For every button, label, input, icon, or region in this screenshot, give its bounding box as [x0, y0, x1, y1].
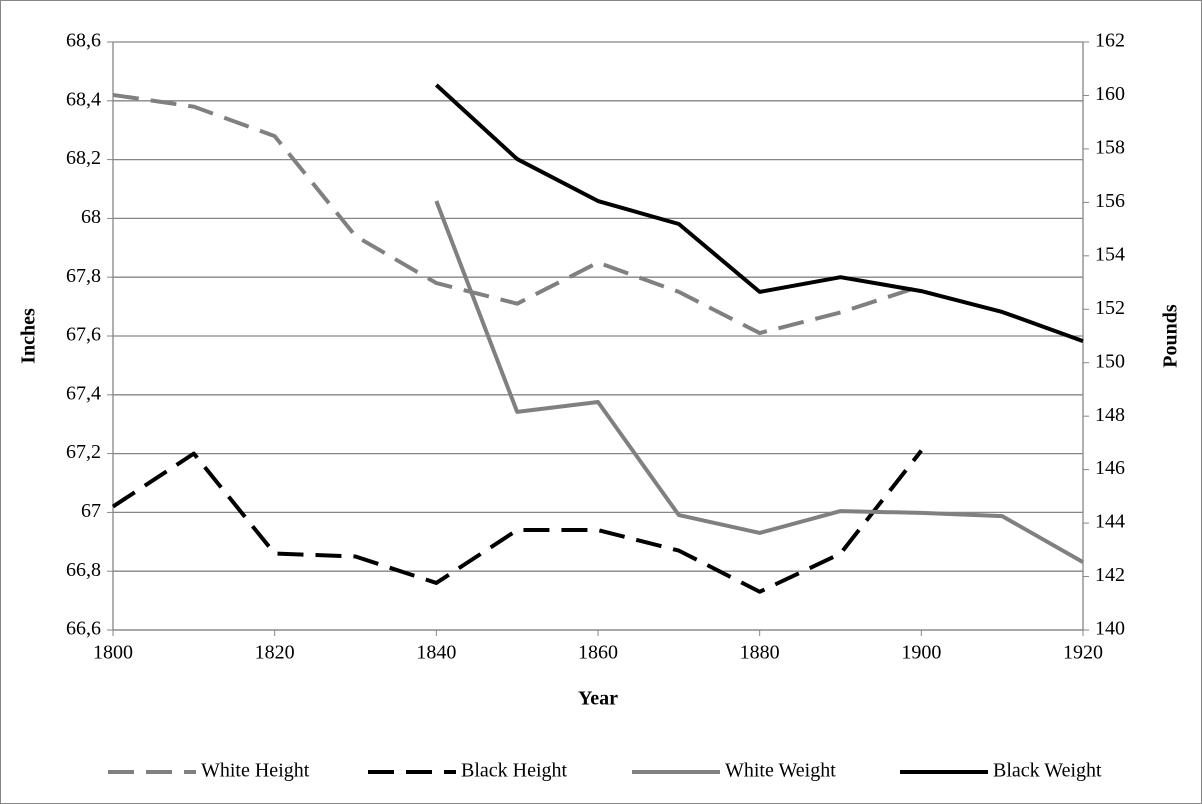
y-tick-label: 68,6	[66, 30, 101, 52]
y2-tick-label: 152	[1095, 297, 1125, 319]
y-tick-label: 67,2	[66, 441, 101, 463]
series-line	[434, 83, 1084, 343]
y2-tick-label: 148	[1095, 404, 1125, 426]
y-tick-label: 68,4	[66, 88, 101, 110]
y2-tick-label: 146	[1095, 457, 1125, 479]
y-axis-label: Inches	[18, 308, 40, 364]
y-tick-label: 68,2	[66, 147, 101, 169]
y2-tick-label: 156	[1095, 190, 1125, 212]
y-tick-label: 68	[81, 206, 101, 228]
x-tick-label: 1860	[578, 642, 618, 664]
x-tick-label: 1900	[901, 642, 941, 664]
y-tick-label: 67,6	[66, 324, 101, 346]
legend-label: White Height	[201, 760, 310, 782]
y2-tick-label: 162	[1095, 30, 1125, 52]
y-tick-label: 67,8	[66, 265, 101, 287]
y2-tick-label: 154	[1095, 243, 1125, 265]
y-tick-label: 67,4	[66, 382, 101, 404]
legend-label: Black Weight	[993, 760, 1102, 782]
series-line	[111, 449, 923, 594]
series-line	[112, 92, 922, 336]
x-tick-label: 1840	[416, 642, 456, 664]
y-tick-label: 67	[81, 500, 101, 522]
y2-axis-label: Pounds	[1160, 304, 1182, 368]
series-line	[434, 200, 1084, 564]
y2-tick-label: 150	[1095, 350, 1125, 372]
y2-tick-label: 160	[1095, 83, 1125, 105]
x-tick-label: 1920	[1063, 642, 1103, 664]
y2-tick-label: 144	[1095, 511, 1125, 533]
x-tick-label: 1800	[93, 642, 133, 664]
x-tick-label: 1820	[255, 642, 295, 664]
y-tick-label: 66,6	[66, 618, 101, 640]
legend-label: White Weight	[725, 760, 836, 782]
y-tick-label: 66,8	[66, 559, 101, 581]
x-tick-label: 1880	[740, 642, 780, 664]
x-axis-label: Year	[578, 688, 618, 710]
y2-tick-label: 140	[1095, 618, 1125, 640]
y2-tick-label: 158	[1095, 137, 1125, 159]
y2-tick-label: 142	[1095, 564, 1125, 586]
legend-label: Black Height	[461, 760, 568, 782]
